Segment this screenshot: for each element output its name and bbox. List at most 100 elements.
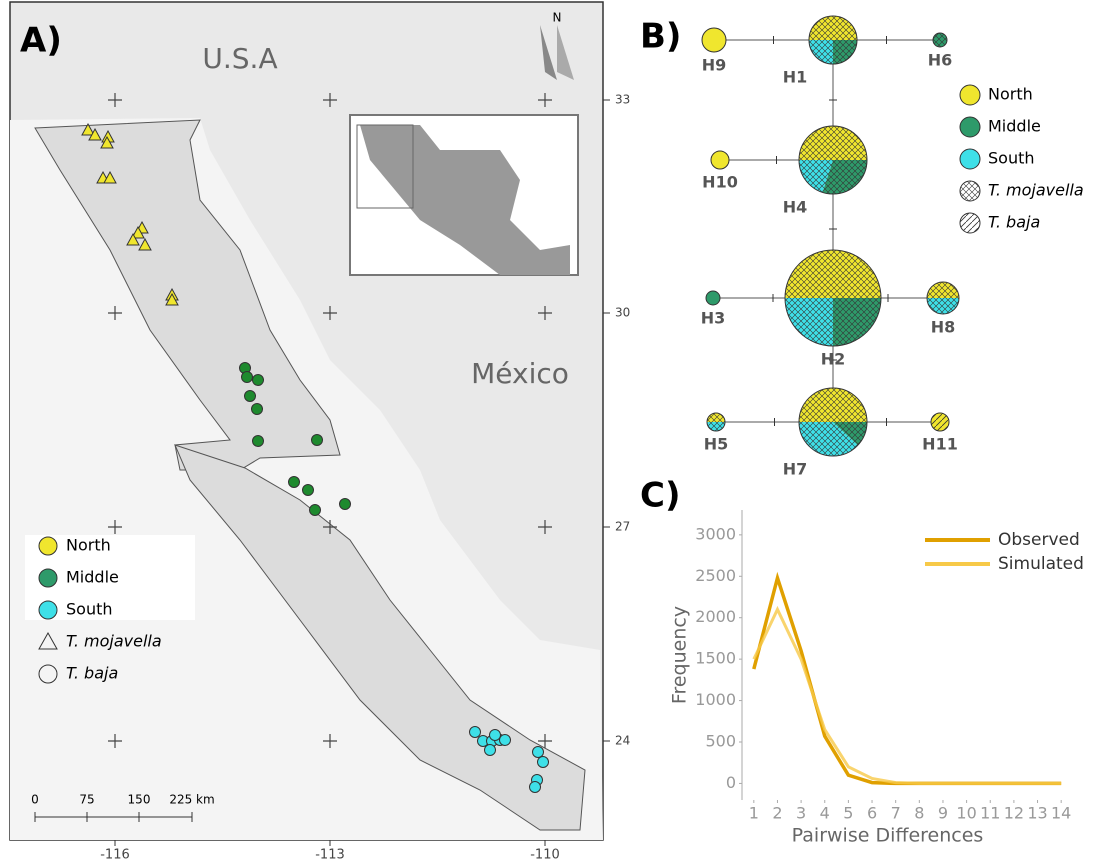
y-tick-label: 3000 [695, 524, 736, 543]
graticule [323, 734, 337, 748]
x-tick-label: 10 [956, 804, 976, 823]
legend-label: Middle [66, 568, 119, 587]
panel-label: C) [640, 476, 681, 516]
x-tick-label: 5 [843, 804, 853, 823]
site-mojavella [81, 122, 95, 136]
legend-label: Middle [988, 117, 1041, 136]
legend-swatch [38, 600, 58, 620]
pie-outline [705, 290, 721, 306]
legend-swatch [959, 84, 981, 106]
legend-label: T. baja [988, 213, 1040, 232]
site-baja [311, 434, 323, 446]
legend-label: T. mojavella [66, 632, 162, 651]
scale-label: 75 [79, 793, 94, 807]
site-baja [532, 746, 544, 758]
pie-slice [702, 28, 726, 52]
x-tick-label: 9 [938, 804, 948, 823]
site-mojavella [165, 292, 179, 306]
site-mojavella [88, 127, 102, 141]
graticule [108, 93, 122, 107]
lon-label: -113 [315, 848, 345, 863]
pie-outline [930, 412, 950, 432]
lat-label: 27 [615, 520, 630, 534]
site-baja [252, 374, 264, 386]
site-baja [339, 498, 351, 510]
country-label: U.S.A [202, 42, 277, 75]
pie-outline [798, 387, 868, 457]
pie-outline [706, 412, 726, 432]
pie-slice [706, 291, 720, 305]
site-mojavella [131, 225, 145, 239]
haplotype-label: H5 [704, 435, 729, 454]
haplotype-label: H10 [702, 173, 738, 192]
x-tick-label: 13 [1027, 804, 1047, 823]
x-tick-label: 1 [749, 804, 759, 823]
site-mojavella [126, 232, 140, 246]
graticule [538, 520, 552, 534]
pie-outline [798, 125, 868, 195]
north-arrow [540, 25, 557, 80]
graticule [323, 93, 337, 107]
legend-label: South [988, 149, 1035, 168]
y-axis-label: Frequency [669, 606, 691, 704]
site-baja [251, 403, 263, 415]
x-tick-label: 12 [1004, 804, 1024, 823]
x-axis-label: Pairwise Differences [792, 825, 984, 847]
site-mojavella [103, 170, 117, 184]
haplotype-network: B) H1 H2 H3 H4 H5 H6 H7 H8 H9 H10 H11 North Middle So… [640, 15, 1084, 479]
graticule [108, 306, 122, 320]
graticule [538, 734, 552, 748]
x-tick-label: 2 [772, 804, 782, 823]
haplotype-label: H7 [783, 460, 808, 479]
lat-label: 33 [615, 93, 630, 107]
site-mojavella [138, 237, 152, 251]
x-tick-label: 14 [1051, 804, 1071, 823]
x-tick-label: 7 [891, 804, 901, 823]
haplotype-label: H4 [783, 198, 808, 217]
x-tick-label: 3 [796, 804, 806, 823]
haplotype-label: H1 [783, 68, 808, 87]
graticule [538, 93, 552, 107]
panel-label: B) [640, 17, 681, 57]
legend-label: T. baja [66, 664, 118, 683]
legend-swatch [959, 116, 981, 138]
baja-norte [34, 119, 341, 471]
site-baja [252, 435, 264, 447]
legend-label: North [66, 536, 111, 555]
legend-swatch [959, 212, 981, 234]
lon-label: -110 [530, 848, 560, 863]
scale-label: 150 [128, 793, 151, 807]
site-baja [529, 781, 541, 793]
site-baja [302, 484, 314, 496]
site-baja [288, 476, 300, 488]
pie-slice [711, 151, 729, 169]
site-baja [241, 371, 253, 383]
lat-label: 24 [615, 734, 630, 748]
haplotype-label: H3 [701, 309, 726, 328]
y-tick-label: 1500 [695, 649, 736, 668]
lat-label: 30 [615, 306, 630, 320]
x-tick-label: 11 [980, 804, 1000, 823]
y-tick-label: 1000 [695, 690, 736, 709]
legend-swatch [959, 148, 981, 170]
site-baja [244, 390, 256, 402]
graticule [108, 520, 122, 534]
x-tick-label: 6 [867, 804, 877, 823]
haplotype-label: H9 [702, 56, 727, 75]
legend-swatch [38, 568, 58, 588]
legend-swatch [38, 664, 58, 684]
site-mojavella [100, 135, 114, 149]
pie-outline [701, 27, 727, 53]
pie-outline [784, 249, 882, 347]
north-arrow [557, 25, 574, 80]
y-tick-label: 2000 [695, 607, 736, 626]
y-tick-label: 2500 [695, 566, 736, 585]
map-markers [81, 93, 552, 793]
inset-box [356, 124, 414, 209]
haplotype-label: H6 [928, 51, 953, 70]
x-tick-label: 4 [820, 804, 830, 823]
scale-label: 0 [31, 793, 39, 807]
legend-swatch [959, 180, 981, 202]
series-line [752, 605, 1062, 785]
graticule [323, 520, 337, 534]
